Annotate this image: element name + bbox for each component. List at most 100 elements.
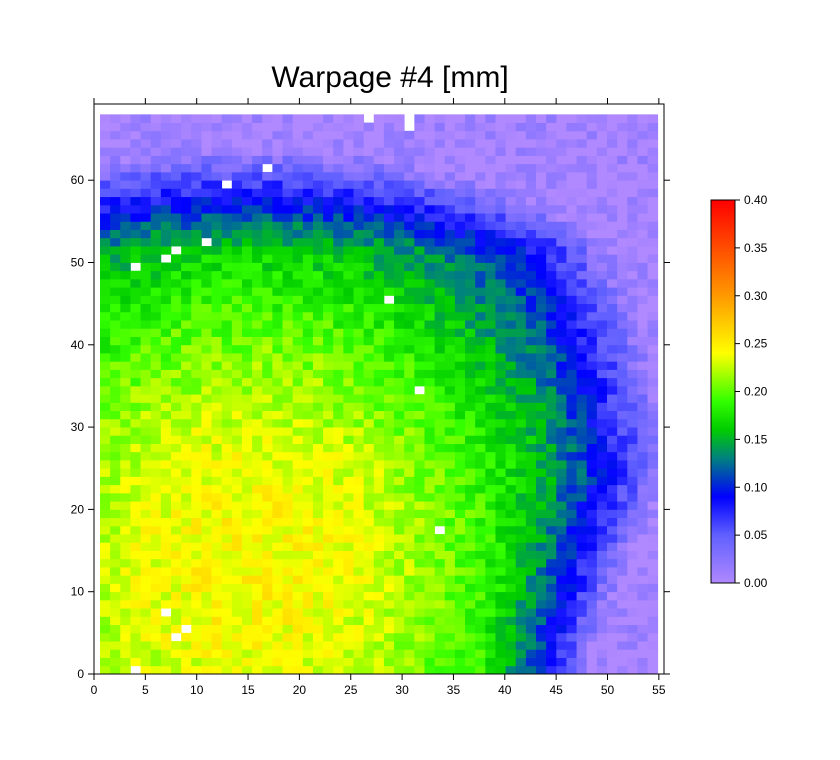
heatmap-cell [140,344,152,354]
heatmap-cell [596,122,608,132]
heatmap-cell [323,427,334,436]
heatmap-cell [607,295,618,305]
heatmap-cell [363,534,375,543]
heatmap-cell [627,328,638,337]
heatmap-cell [607,591,618,601]
heatmap-cell [333,311,344,321]
heatmap-cell [485,262,496,272]
heatmap-cell [100,163,111,173]
heatmap-cell [100,155,111,165]
heatmap-cell [312,130,324,140]
heatmap-cell [586,246,598,255]
heatmap-cell [343,657,354,667]
heatmap-cell [495,353,506,362]
heatmap-cell [434,451,446,461]
heatmap-cell [596,188,608,198]
heatmap-cell [475,492,486,502]
heatmap-cell [130,139,141,148]
heatmap-cell [363,558,375,568]
heatmap-cell [566,221,577,230]
heatmap-cell [211,385,223,395]
heatmap-cell [617,122,628,132]
heatmap-cell [454,525,466,535]
heatmap-cell [505,476,517,486]
heatmap-cell [191,369,202,379]
heatmap-cell [647,221,659,230]
heatmap-cell [627,641,638,650]
heatmap-cell [637,229,648,239]
heatmap-cell [637,270,648,280]
heatmap-cell [647,303,659,313]
heatmap-cell [607,517,618,527]
heatmap-cell [130,130,141,140]
heatmap-cell [130,460,141,469]
heatmap-cell [191,583,202,593]
heatmap-cell [596,130,608,140]
heatmap-cell [191,608,202,617]
heatmap-cell [333,295,344,305]
heatmap-cell [272,361,283,370]
heatmap-cell [505,608,517,617]
heatmap-cell [373,147,385,156]
heatmap-cell [414,542,425,551]
heatmap-cell [424,246,436,255]
heatmap-cell [546,221,557,230]
heatmap-cell [343,147,354,156]
heatmap-cell [170,641,182,650]
heatmap-cell [444,130,456,140]
heatmap-cell [312,665,324,675]
heatmap-cell [607,608,618,617]
heatmap-cell [150,353,162,362]
heatmap-cell [130,558,141,568]
heatmap-cell [312,270,324,280]
heatmap-cell [231,550,243,560]
heatmap-cell [525,575,537,584]
heatmap-cell [607,501,618,510]
heatmap-cell [130,525,141,535]
heatmap-cell [576,377,588,387]
heatmap-cell [262,221,273,230]
heatmap-cell [140,385,152,395]
heatmap-cell [191,435,202,444]
heatmap-cell [505,213,517,222]
heatmap-cell [444,451,456,461]
heatmap-cell [536,295,547,305]
heatmap-cell [525,460,537,469]
heatmap-cell [414,632,425,642]
heatmap-cell [333,204,344,214]
heatmap-cell [505,361,517,370]
heatmap-cell [373,534,385,543]
heatmap-cell [221,410,233,420]
heatmap-cell [181,196,192,206]
heatmap-cell [485,534,496,543]
heatmap-cell [221,303,233,313]
heatmap-cell [231,583,243,593]
heatmap-cell [525,163,537,173]
heatmap-cell [424,575,436,584]
heatmap-cell [160,583,172,593]
heatmap-cell [546,196,557,206]
heatmap-cell [181,525,192,535]
heatmap-cell [160,402,172,412]
heatmap-cell [515,599,527,609]
heatmap-cell [120,632,131,642]
heatmap-cell [241,624,253,634]
heatmap-cell [150,599,162,609]
heatmap-cell [475,525,486,535]
heatmap-cell [617,394,628,403]
heatmap-cell [475,180,486,189]
heatmap-cell [394,583,405,593]
heatmap-cell [353,567,365,576]
heatmap-cell [546,394,557,403]
heatmap-cell [231,665,243,675]
heatmap-cell [383,558,395,568]
heatmap-cell [252,114,263,123]
heatmap-cell [444,147,456,156]
heatmap-cell [627,122,638,132]
heatmap-cell [231,624,243,634]
heatmap-cell [617,608,628,617]
heatmap-cell [363,616,375,626]
heatmap-cell [170,665,182,675]
heatmap-cell [566,303,577,313]
heatmap-cell [617,278,628,288]
